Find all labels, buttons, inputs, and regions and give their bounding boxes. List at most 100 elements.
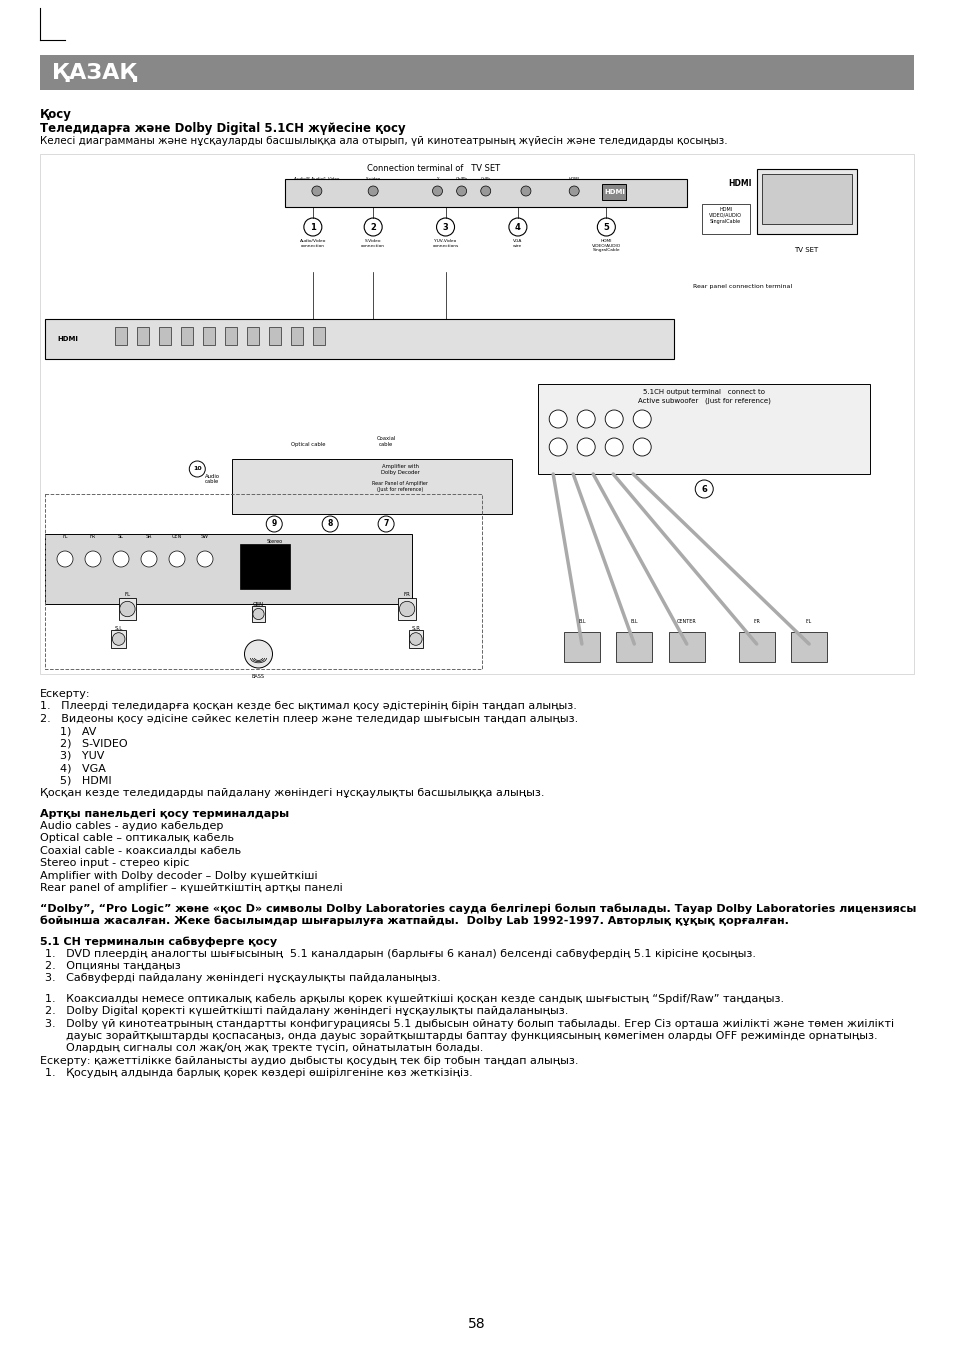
Text: HDMI: HDMI — [568, 177, 579, 181]
Bar — [232, 459, 512, 513]
Text: Stereo input - стерео кіріс: Stereo input - стерео кіріс — [40, 858, 190, 869]
Circle shape — [549, 409, 567, 428]
Text: S.R: S.R — [411, 626, 420, 631]
Text: 2.   Опцияны таңдаңыз: 2. Опцияны таңдаңыз — [45, 961, 180, 971]
Text: SW: SW — [201, 534, 209, 539]
Circle shape — [480, 186, 490, 196]
Text: 2)   S-VIDEO: 2) S-VIDEO — [60, 739, 128, 748]
Text: Олардың сигналы сол жақ/оң жақ тректе түсіп, ойнатылатын болады.: Олардың сигналы сол жақ/оң жақ тректе тү… — [45, 1043, 483, 1054]
Ellipse shape — [399, 601, 415, 616]
Bar — [269, 327, 281, 345]
Bar — [181, 327, 193, 345]
Text: 58: 58 — [468, 1317, 485, 1331]
Text: Optical cable: Optical cable — [291, 442, 325, 447]
Circle shape — [312, 186, 321, 196]
Text: 10: 10 — [193, 466, 201, 471]
Text: HDMI: HDMI — [727, 180, 751, 189]
Circle shape — [456, 186, 466, 196]
Text: Audio/Video
connection: Audio/Video connection — [299, 239, 326, 247]
Circle shape — [266, 516, 282, 532]
Bar — [738, 632, 774, 662]
Circle shape — [57, 551, 73, 567]
Text: TV SET: TV SET — [794, 247, 818, 253]
Text: CENTER: CENTER — [677, 619, 696, 624]
Circle shape — [377, 516, 394, 532]
Text: Coaxial
cable: Coaxial cable — [376, 436, 395, 447]
Circle shape — [304, 218, 321, 236]
Ellipse shape — [253, 608, 264, 620]
Text: 1: 1 — [310, 223, 315, 231]
Bar — [40, 55, 913, 91]
Bar — [790, 632, 826, 662]
Text: Артқы панельдегі қосу терминалдары: Артқы панельдегі қосу терминалдары — [40, 809, 289, 819]
Bar — [252, 607, 265, 621]
Text: HDMI: HDMI — [57, 336, 78, 342]
Text: CEN: CEN — [172, 534, 182, 539]
Text: 9: 9 — [272, 520, 276, 528]
Text: Stereo
Input: Stereo Input — [266, 539, 282, 550]
Circle shape — [432, 186, 442, 196]
Circle shape — [364, 218, 382, 236]
Circle shape — [189, 461, 205, 477]
Ellipse shape — [112, 632, 125, 646]
Text: FL: FL — [124, 593, 131, 597]
Circle shape — [604, 438, 622, 457]
Circle shape — [569, 186, 578, 196]
Circle shape — [368, 186, 377, 196]
Ellipse shape — [244, 640, 273, 667]
Text: 3)   YUV: 3) YUV — [60, 751, 104, 761]
Bar — [291, 327, 303, 345]
Text: BASS: BASS — [252, 674, 265, 680]
Text: “Dolby”, “Pro Logic” және «қос D» символы Dolby Laboratories сауда белгілері бол: “Dolby”, “Pro Logic” және «қос D» символ… — [40, 904, 916, 913]
Text: 4: 4 — [515, 223, 520, 231]
Text: 5: 5 — [603, 223, 609, 231]
Text: Қосқан кезде теледидарды пайдалану жөніндегі нұсқаулықты басшылыққа алыңыз.: Қосқан кезде теледидарды пайдалану жөнін… — [40, 788, 544, 798]
Circle shape — [322, 516, 337, 532]
Circle shape — [141, 551, 157, 567]
Circle shape — [112, 551, 129, 567]
Circle shape — [85, 551, 101, 567]
Circle shape — [604, 409, 622, 428]
Text: HDMI
VIDEO/AUDIO
SingralCable: HDMI VIDEO/AUDIO SingralCable — [591, 239, 620, 253]
Text: F.L: F.L — [805, 619, 811, 624]
Circle shape — [577, 409, 595, 428]
Text: FL: FL — [62, 534, 68, 539]
Text: Ескерту: қажеттілікке байланысты аудио дыбысты қосудың тек бір тобын таңдап алың: Ескерту: қажеттілікке байланысты аудио д… — [40, 1055, 578, 1066]
Text: дауыс зорайтқыштарды қоспасаңыз, онда дауыс зорайтқыштарды баптау функциясының к: дауыс зорайтқыштарды қоспасаңыз, онда да… — [45, 1031, 877, 1042]
Bar — [203, 327, 214, 345]
Text: Amplifier with Dolby decoder – Dolby күшейткіші: Amplifier with Dolby decoder – Dolby күш… — [40, 870, 317, 881]
Bar — [616, 632, 652, 662]
Circle shape — [633, 409, 651, 428]
Text: 3.   Dolby үй кинотеатрының стандартты конфигурациясы 5.1 дыбысын ойнату болып т: 3. Dolby үй кинотеатрының стандартты кон… — [45, 1019, 893, 1028]
Text: B.L: B.L — [630, 619, 638, 624]
Text: 1.   Коаксиалды немесе оптикалық кабель арқылы қорек күшейткіші қосқан кезде сан: 1. Коаксиалды немесе оптикалық кабель ар… — [45, 994, 783, 1004]
Text: FR: FR — [403, 593, 410, 597]
Bar — [240, 544, 290, 589]
Bar — [760, 174, 851, 224]
Text: S.L: S.L — [114, 626, 123, 631]
Circle shape — [695, 480, 713, 499]
Text: HDMI: HDMI — [603, 189, 624, 195]
Text: бойынша жасалған. Жеке басылымдар шығарылуға жатпайды.  Dolby Lab 1992-1997. Авт: бойынша жасалған. Жеке басылымдар шығары… — [40, 916, 788, 927]
Text: 1)   AV: 1) AV — [60, 727, 96, 736]
Text: 3: 3 — [442, 223, 448, 231]
Bar — [45, 534, 412, 604]
Text: Audio cables - аудио кабельдер: Audio cables - аудио кабельдер — [40, 821, 223, 831]
Text: ҚАЗАҚ: ҚАЗАҚ — [52, 62, 136, 82]
Text: Audio
cable: Audio cable — [205, 474, 219, 485]
Text: 6: 6 — [700, 485, 706, 493]
Circle shape — [549, 438, 567, 457]
Circle shape — [508, 218, 526, 236]
Bar — [563, 632, 599, 662]
Circle shape — [520, 186, 531, 196]
Bar — [668, 632, 704, 662]
Text: Active subwoofer   (Just for reference): Active subwoofer (Just for reference) — [638, 399, 770, 404]
Circle shape — [577, 438, 595, 457]
Text: F.R: F.R — [753, 619, 760, 624]
Text: Cb/Pb: Cb/Pb — [456, 177, 467, 181]
Text: B.L: B.L — [578, 619, 585, 624]
Bar — [397, 598, 416, 620]
Bar — [537, 384, 869, 474]
Circle shape — [169, 551, 185, 567]
Text: HDMI
VIDEO/AUDIO
SingralCable: HDMI VIDEO/AUDIO SingralCable — [708, 207, 741, 224]
